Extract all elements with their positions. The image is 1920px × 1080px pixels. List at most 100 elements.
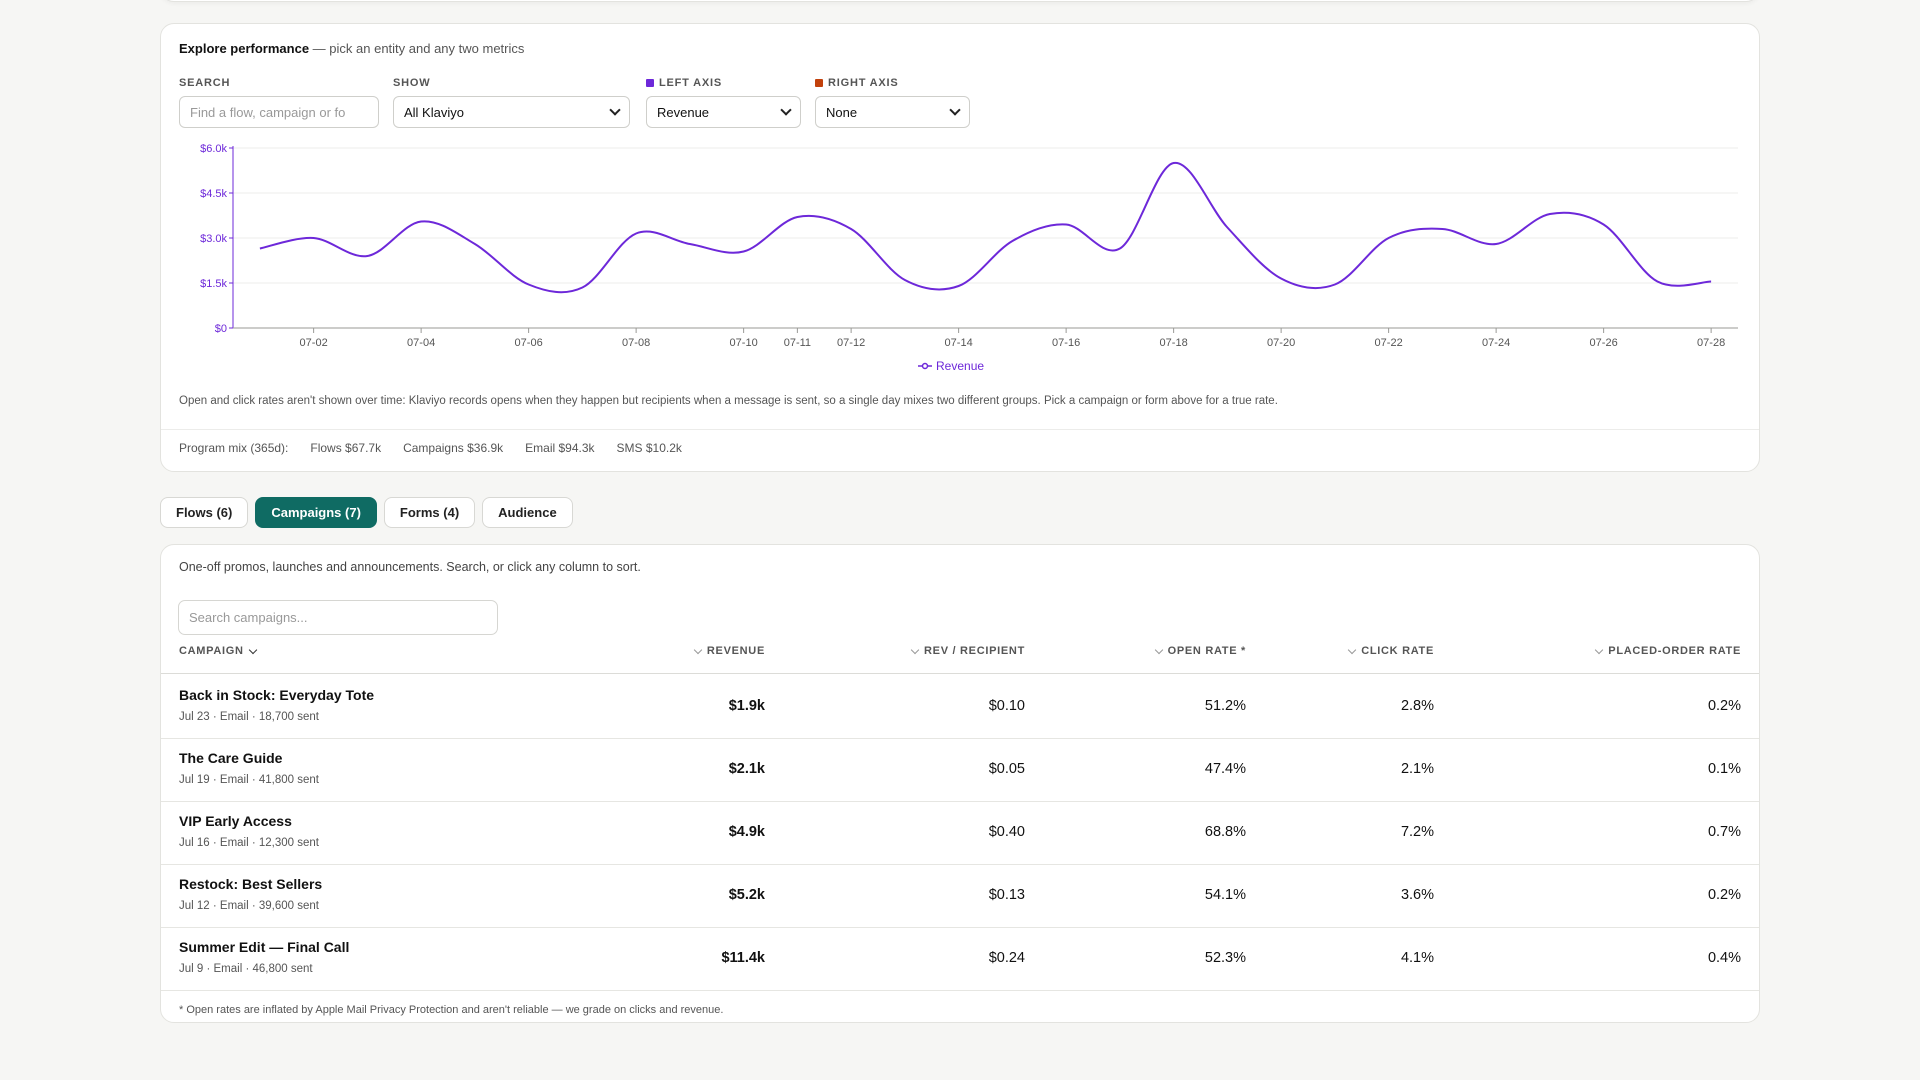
y-tick-label: $0	[215, 323, 227, 335]
revenue-cell: $11.4k	[721, 950, 765, 966]
x-tick-label: 07-02	[300, 337, 328, 349]
campaign-meta: Jul 19 · Email · 41,800 sent	[179, 774, 319, 786]
explore-performance-card: Explore performance — pick an entity and…	[160, 23, 1760, 472]
rev-per-recipient-cell: $0.24	[988, 950, 1025, 966]
x-tick-label: 07-20	[1267, 337, 1295, 349]
x-tick-label: 07-06	[515, 337, 543, 349]
campaign-name: The Care Guide	[179, 750, 283, 766]
campaigns-description: One-off promos, launches and announcemen…	[179, 560, 641, 574]
table-row[interactable]: VIP Early Access Jul 16 · Email · 12,300…	[161, 801, 1759, 865]
placed-order-rate-cell: 0.1%	[1707, 761, 1741, 777]
tab-audience[interactable]: Audience	[482, 497, 573, 528]
column-header-open-rate[interactable]: OPEN RATE *	[1154, 645, 1246, 657]
column-header-click-rate[interactable]: CLICK RATE	[1347, 645, 1434, 657]
revenue-cell: $1.9k	[728, 698, 765, 714]
click-rate-cell: 2.8%	[1400, 698, 1434, 714]
campaign-search-input[interactable]: Search campaigns...	[178, 600, 498, 635]
rev-per-recipient-cell: $0.40	[988, 824, 1025, 840]
placed-order-rate-cell: 0.7%	[1707, 824, 1741, 840]
table-row[interactable]: Restock: Best Sellers Jul 12 · Email · 3…	[161, 864, 1759, 928]
campaign-search-placeholder: Search campaigns...	[189, 610, 308, 625]
left-axis-swatch	[646, 79, 654, 87]
open-rate-cell: 54.1%	[1204, 887, 1246, 903]
x-tick-label: 07-08	[622, 337, 650, 349]
open-rate-cell: 51.2%	[1204, 698, 1246, 714]
x-tick-label: 07-16	[1052, 337, 1080, 349]
placed-order-rate-cell: 0.4%	[1707, 950, 1741, 966]
campaign-name: Summer Edit — Final Call	[179, 939, 350, 955]
open-rate-cell: 52.3%	[1204, 950, 1246, 966]
entity-tabs: Flows (6) Campaigns (7) Forms (4) Audien…	[160, 497, 573, 528]
chart-note: Open and click rates aren't shown over t…	[179, 395, 1278, 407]
program-mix: Program mix (365d): Flows $67.7k Campaig…	[179, 441, 682, 455]
x-tick-label: 07-12	[837, 337, 865, 349]
click-rate-cell: 2.1%	[1400, 761, 1434, 777]
column-header-rev-per-recipient[interactable]: REV / RECIPIENT	[910, 645, 1025, 657]
x-tick-label: 07-26	[1590, 337, 1618, 349]
tab-flows[interactable]: Flows (6)	[160, 497, 249, 528]
revenue-series-line	[259, 161, 1712, 294]
y-tick-label: $6.0k	[200, 143, 227, 155]
sort-chevron-icon	[910, 645, 920, 654]
click-rate-cell: 3.6%	[1400, 887, 1434, 903]
search-label: SEARCH	[179, 77, 231, 89]
sort-chevron-icon	[693, 645, 703, 654]
tab-campaigns[interactable]: Campaigns (7)	[255, 497, 377, 528]
right-axis-select[interactable]: None	[815, 96, 970, 128]
legend-revenue-label: Revenue	[936, 359, 985, 373]
campaign-name: Back in Stock: Everyday Tote	[179, 687, 375, 703]
column-header-revenue[interactable]: REVENUE	[693, 645, 765, 657]
rev-per-recipient-cell: $0.05	[988, 761, 1025, 777]
rev-per-recipient-cell: $0.13	[988, 887, 1025, 903]
y-tick-label: $4.5k	[200, 188, 227, 200]
right-axis-select-value: None	[826, 104, 858, 120]
explore-heading: Explore performance	[179, 41, 310, 56]
x-tick-label: 07-18	[1160, 337, 1188, 349]
explore-subtitle: — pick an entity and any two metrics	[312, 41, 525, 56]
right-axis-label: RIGHT AXIS	[815, 77, 899, 89]
campaign-name: Restock: Best Sellers	[179, 876, 323, 892]
y-tick-label: $1.5k	[200, 278, 227, 290]
entity-search-input[interactable]: Find a flow, campaign or fo	[179, 96, 379, 128]
campaign-meta: Jul 16 · Email · 12,300 sent	[179, 837, 319, 849]
open-rate-footnote: * Open rates are inflated by Apple Mail …	[179, 1004, 724, 1016]
sort-chevron-icon	[1595, 645, 1604, 654]
column-header-placed-order-rate[interactable]: PLACED-ORDER RATE	[1595, 645, 1741, 657]
tab-forms[interactable]: Forms (4)	[383, 497, 476, 528]
table-row[interactable]: Back in Stock: Everyday Tote Jul 23 · Em…	[161, 675, 1759, 739]
table-row[interactable]: The Care Guide Jul 19 · Email · 41,800 s…	[161, 738, 1759, 802]
campaign-meta: Jul 23 · Email · 18,700 sent	[179, 711, 319, 723]
x-tick-label: 07-22	[1375, 337, 1403, 349]
entity-search-placeholder: Find a flow, campaign or fo	[190, 104, 346, 120]
show-label: SHOW	[393, 77, 431, 89]
show-select[interactable]: All Klaviyo	[393, 96, 630, 128]
right-axis-swatch	[815, 79, 823, 87]
sort-chevron-icon	[1154, 645, 1163, 654]
x-tick-label: 07-10	[730, 337, 758, 349]
legend-line-marker-icon	[918, 362, 932, 370]
revenue-cell: $4.9k	[728, 824, 765, 840]
table-row[interactable]: Summer Edit — Final Call Jul 9 · Email ·…	[161, 927, 1759, 991]
revenue-cell: $2.1k	[728, 761, 765, 777]
program-mix-label: Program mix (365d):	[179, 441, 289, 455]
click-rate-cell: 4.1%	[1400, 950, 1434, 966]
sort-chevron-icon	[1347, 645, 1357, 654]
table-header: CAMPAIGN REVENUE REV / RECIPIENT OPEN RA…	[161, 645, 1759, 674]
program-mix-campaigns: Campaigns $36.9k	[403, 441, 504, 455]
chart-legend[interactable]: Revenue	[918, 359, 984, 373]
open-rate-cell: 47.4%	[1204, 761, 1246, 777]
campaign-meta: Jul 9 · Email · 46,800 sent	[179, 963, 313, 975]
x-tick-label: 07-24	[1482, 337, 1510, 349]
sort-chevron-icon	[248, 645, 257, 654]
revenue-cell: $5.2k	[728, 887, 765, 903]
campaign-meta: Jul 12 · Email · 39,600 sent	[179, 900, 319, 912]
show-select-value: All Klaviyo	[404, 104, 464, 120]
left-axis-select[interactable]: Revenue	[646, 96, 801, 128]
placed-order-rate-cell: 0.2%	[1707, 887, 1741, 903]
program-mix-sms: SMS $10.2k	[616, 441, 682, 455]
explore-title: Explore performance — pick an entity and…	[179, 41, 524, 56]
x-tick-label: 07-11	[784, 337, 811, 349]
campaign-name: VIP Early Access	[179, 813, 292, 829]
column-header-campaign[interactable]: CAMPAIGN	[179, 645, 257, 657]
open-rate-cell: 68.8%	[1204, 824, 1246, 840]
